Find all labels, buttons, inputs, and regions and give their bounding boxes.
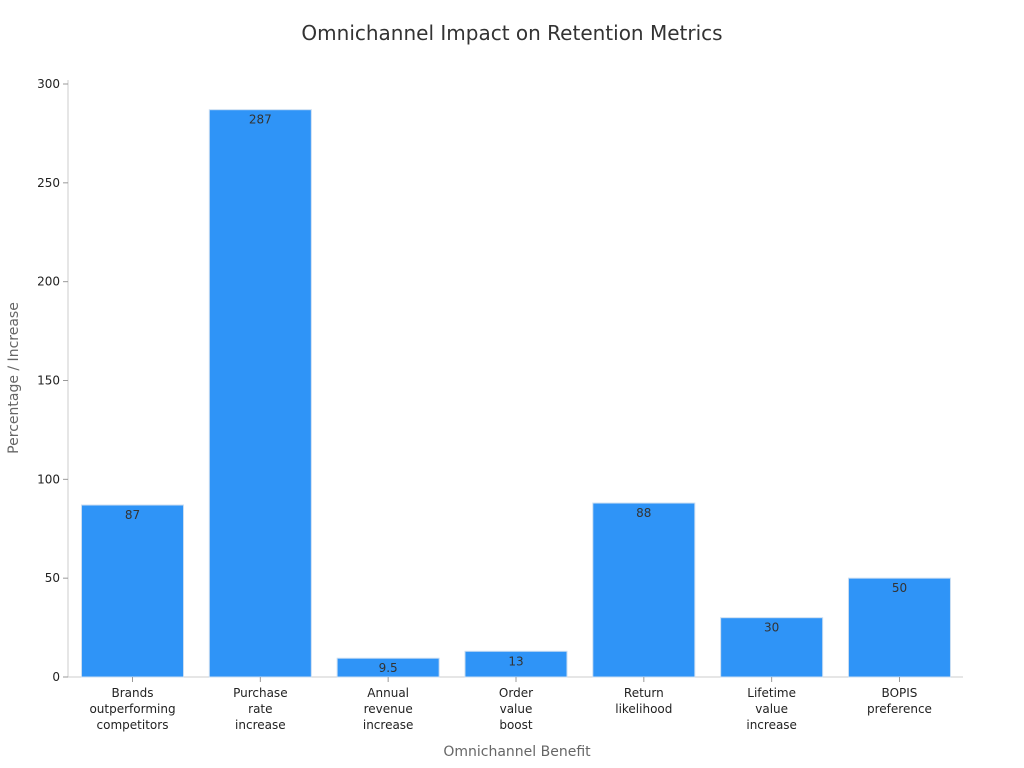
x-category-label-line: Return — [624, 686, 664, 700]
x-category-label-line: revenue — [364, 702, 413, 716]
y-tick-label: 0 — [52, 670, 60, 684]
bar-value-label: 88 — [636, 506, 651, 520]
x-category-label-line: Brands — [112, 686, 154, 700]
bar — [208, 109, 312, 678]
x-category-label: Lifetime value increase — [746, 686, 797, 732]
y-axis-title: Percentage / Increase — [6, 302, 22, 454]
bar-value-label: 9.5 — [379, 661, 398, 675]
x-category-label: Return likelihood — [615, 686, 672, 716]
x-category-label-line: BOPIS — [882, 686, 918, 700]
bar-value-label: 87 — [125, 508, 140, 522]
category-labels-group: Brands outperforming competitors Purchase ra… — [89, 677, 932, 732]
y-tick-label: 300 — [37, 77, 60, 91]
x-category-label-line: increase — [746, 718, 797, 732]
x-category-label-line: increase — [235, 718, 286, 732]
x-category-label: BOPIS preference — [867, 686, 932, 716]
value-labels-group: 87 287 9.5 13 88 30 50 — [125, 113, 907, 676]
x-category-label-line: Purchase — [233, 686, 288, 700]
x-category-label: Order value boost — [499, 686, 533, 732]
bar — [81, 504, 184, 678]
chart-title: Omnichannel Impact on Retention Metrics — [301, 21, 722, 45]
x-category-label-line: rate — [248, 702, 272, 716]
bar — [464, 650, 568, 678]
bars-group — [81, 109, 951, 678]
x-category-label-line: Order — [499, 686, 533, 700]
y-ticks-group: 0 50 100 150 200 250 300 — [37, 77, 68, 684]
x-category-label-line: preference — [867, 702, 932, 716]
x-category-label: Purchase rate increase — [233, 686, 288, 732]
bar-value-label: 50 — [892, 581, 907, 595]
bar-value-label: 287 — [249, 113, 272, 127]
x-axis-title: Omnichannel Benefit — [443, 744, 591, 760]
bar — [847, 577, 951, 678]
x-category-label-line: value — [755, 702, 788, 716]
x-category-label: Annual revenue increase — [363, 686, 414, 732]
y-tick-label: 150 — [37, 374, 60, 388]
y-tick-label: 50 — [45, 571, 60, 585]
x-category-label-line: likelihood — [615, 702, 672, 716]
x-category-label-line: Annual — [367, 686, 409, 700]
x-category-label-line: increase — [363, 718, 414, 732]
bar-value-label: 13 — [508, 654, 523, 668]
bar-value-label: 30 — [764, 621, 779, 635]
x-category-label-line: value — [500, 702, 533, 716]
x-category-label-line: Lifetime — [747, 686, 796, 700]
y-tick-label: 200 — [37, 275, 60, 289]
y-tick-label: 100 — [37, 472, 60, 486]
x-category-label: Brands outperforming competitors — [89, 686, 175, 732]
y-tick-label: 250 — [37, 176, 60, 190]
x-category-label-line: competitors — [97, 718, 169, 732]
x-category-label-line: boost — [499, 718, 533, 732]
x-category-label-line: outperforming — [89, 702, 175, 716]
bar — [592, 502, 696, 678]
